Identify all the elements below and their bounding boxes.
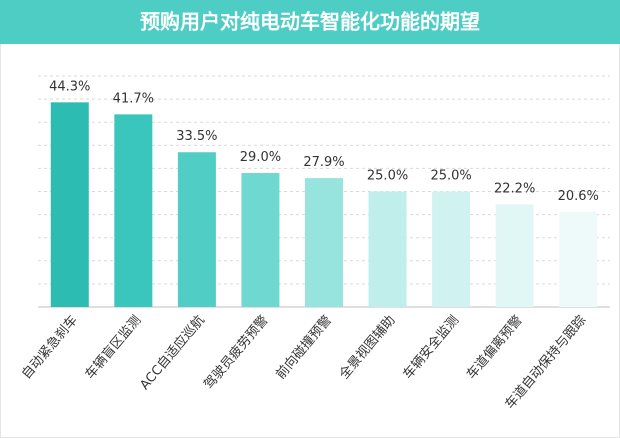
value-label: 29.0% <box>240 150 281 165</box>
bar <box>241 173 280 307</box>
value-label: 41.7% <box>113 91 154 106</box>
bar <box>368 191 407 307</box>
value-label: 27.9% <box>303 155 344 170</box>
bar <box>432 191 471 307</box>
value-label: 20.6% <box>558 189 599 204</box>
value-label: 44.3% <box>49 79 90 94</box>
value-label: 25.0% <box>367 169 408 184</box>
value-label: 22.2% <box>494 181 535 196</box>
bar <box>50 102 89 307</box>
title-banner <box>0 0 620 44</box>
value-label: 25.0% <box>430 169 471 184</box>
bar <box>559 211 598 307</box>
chart-title: 预购用户对纯电动车智能化功能的期望 <box>140 10 480 34</box>
value-label: 33.5% <box>176 129 217 144</box>
bar <box>305 178 343 307</box>
bar <box>495 204 534 307</box>
bar <box>114 114 153 307</box>
bar <box>177 152 216 307</box>
